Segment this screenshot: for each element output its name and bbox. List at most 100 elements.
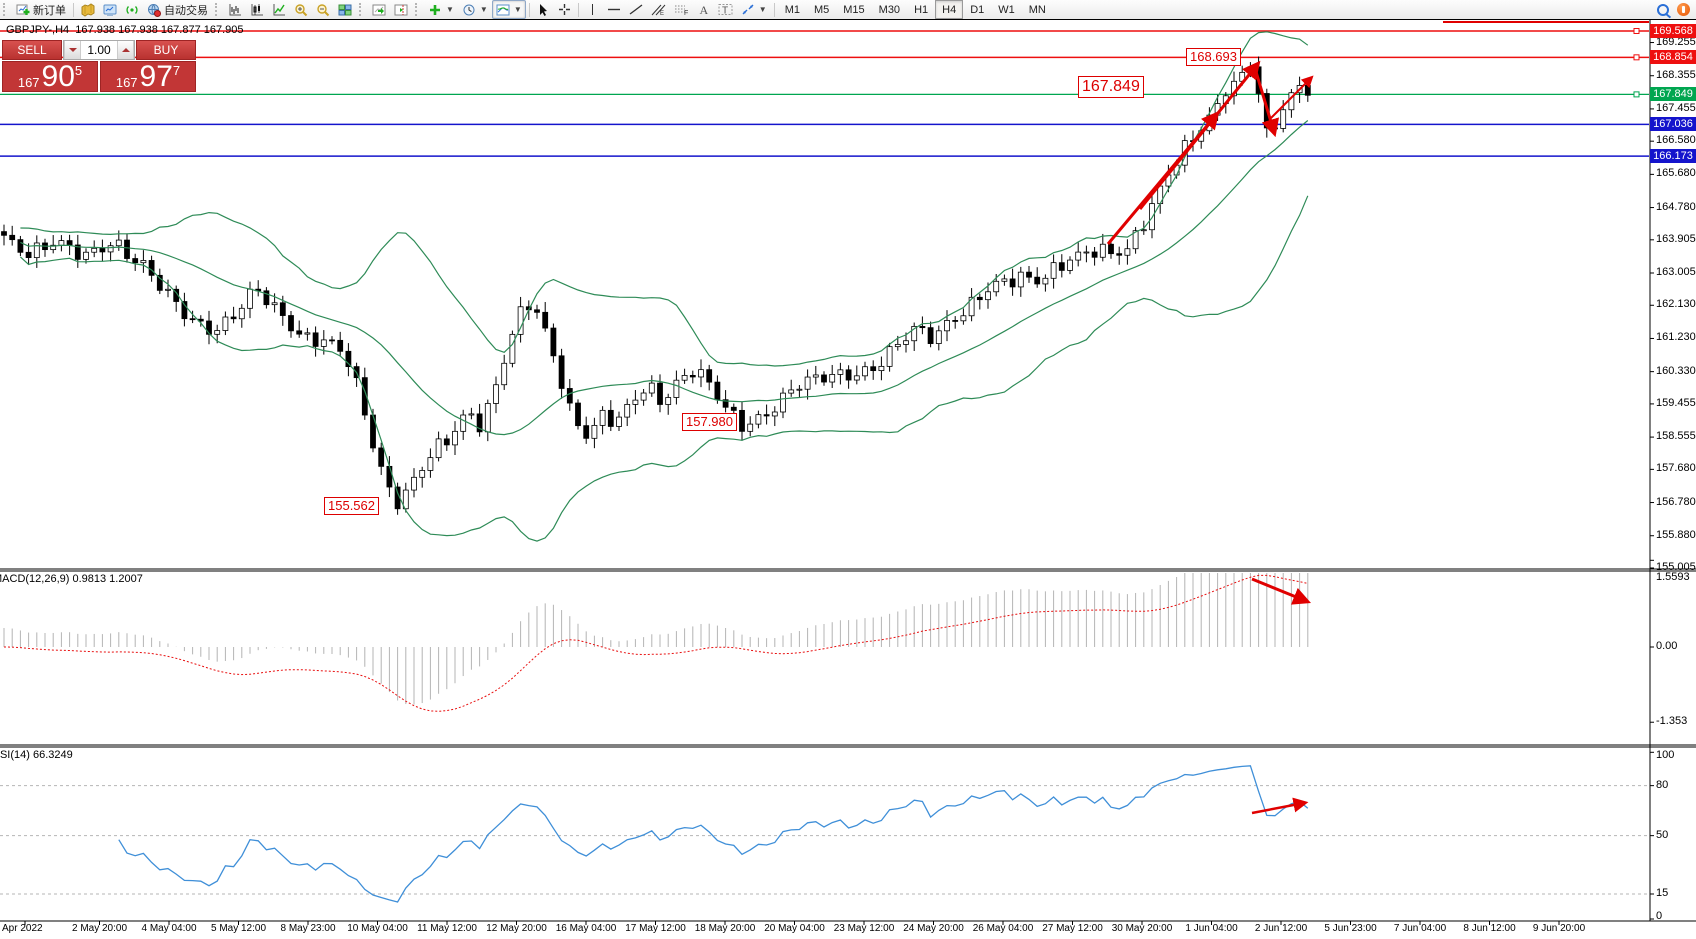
price-tick-label: 155.005 [1656,560,1696,573]
line-handle[interactable] [1633,54,1640,61]
candle-body [853,375,860,381]
zoom-in-button[interactable] [290,0,312,19]
add-indicator-button[interactable]: ▼ [424,0,458,19]
trend-arrow[interactable] [1251,797,1309,815]
candle-body [796,388,803,391]
price-annotation-155.562[interactable]: 155.562 [324,497,379,516]
fibonacci-button[interactable]: F [670,0,693,19]
timeframe-M5[interactable]: M5 [813,3,830,16]
trend-arrow[interactable] [1138,60,1261,210]
price-badge-166.173: 166.173 [1650,149,1696,164]
sell-button[interactable]: SELL [2,40,62,60]
trendline-button[interactable] [625,0,647,19]
timeframe-M15[interactable]: M15 [843,3,865,16]
auto-scroll-button[interactable] [368,0,390,19]
line-handle[interactable] [1633,91,1640,98]
candle-body [706,369,713,383]
timeframe-MN[interactable]: MN [1028,3,1046,16]
autotrading-button[interactable]: 自动交易 [143,0,212,19]
trend-arrow[interactable] [1251,577,1312,605]
tile-windows-button[interactable] [334,0,356,19]
chart-shift-icon [394,4,408,15]
chart-shift-button[interactable] [390,0,412,19]
candle-body [91,247,98,253]
candle-body [730,406,737,411]
chart-canvas[interactable] [0,20,1696,939]
bollinger-middle-band[interactable] [20,120,1309,436]
candle-body [1026,271,1032,278]
price-annotation-168.693[interactable]: 168.693 [1186,48,1241,67]
vertical-line-button[interactable] [582,0,603,19]
volume-input[interactable] [81,41,117,59]
candle-body [1058,262,1065,271]
trend-arrow[interactable] [1270,75,1314,119]
timeframe-M30[interactable]: M30 [878,3,901,16]
sell-price[interactable]: 167 90 5 [2,61,98,92]
buy-price[interactable]: 167 97 7 [100,61,196,92]
buy-price-prefix: 167 [115,75,138,90]
dropdown-arrow-icon: ▼ [479,5,488,14]
periods-button[interactable]: ▼ [458,0,492,19]
candle-body [771,411,778,417]
timeframe-W1[interactable]: W1 [998,3,1015,16]
horizontal-line-button[interactable] [603,0,625,19]
new-order-button[interactable]: 新订单 [12,0,70,19]
candle-body [894,343,901,348]
timeframe-H4[interactable]: H4 [935,0,964,19]
line-handle[interactable] [1633,28,1640,34]
bar-chart-button[interactable] [224,0,246,19]
symbol-info: GBPJPY-,H4 167.938 167.938 167.877 167.9… [6,24,244,36]
candle-body [1280,109,1287,129]
price-badge-167.036: 167.036 [1650,117,1696,132]
text-button[interactable]: A [693,0,714,19]
macd-signal-line[interactable] [3,574,1308,712]
candle-body [99,247,106,253]
volume-increase-button[interactable] [117,41,134,59]
date-label: 4 May 04:00 [141,923,197,934]
market-watch-button[interactable] [99,0,121,19]
candle-body [583,425,590,439]
candle-body [320,339,327,347]
candle-body [132,258,139,264]
volume-decrease-button[interactable] [64,41,81,59]
trend-arrow[interactable] [1252,64,1280,138]
bar-chart-icon [229,3,241,15]
cursor-button[interactable] [533,0,554,19]
timeframe-H1[interactable]: H1 [914,3,929,16]
candle-body [1304,85,1311,96]
price-annotation-157.980[interactable]: 157.980 [682,413,737,432]
price-annotation-167.849[interactable]: 167.849 [1078,76,1144,98]
date-label: 26 May 04:00 [972,923,1034,934]
channel-button[interactable]: E [647,0,670,19]
candle-body [74,244,81,260]
label-button[interactable]: T [714,0,737,19]
arrows-button[interactable]: ▼ [737,0,771,19]
signals-button[interactable] [121,0,143,19]
tile-windows-icon [338,4,352,15]
profiles-icon [81,2,95,17]
crosshair-button[interactable] [554,0,575,19]
candle-body [124,239,130,259]
profiles-button[interactable] [77,0,99,19]
candle-body [443,438,450,446]
zoom-out-button[interactable] [312,0,334,19]
zoom-in-icon [295,3,308,16]
timeframe-M1[interactable]: M1 [784,3,800,16]
candle-body [985,291,991,301]
bollinger-lower-band[interactable] [19,195,1309,542]
search-icon[interactable] [1657,3,1669,16]
rsi-line[interactable] [118,765,1309,903]
bollinger-upper-band[interactable] [20,31,1309,367]
candle-body [698,369,704,378]
timeframe-D1[interactable]: D1 [970,3,985,16]
date-label: 11 May 12:00 [417,923,477,934]
notifications-icon[interactable] [1677,3,1690,16]
buy-button[interactable]: BUY [136,40,196,60]
line-chart-button[interactable] [268,0,290,19]
toolbar-grip[interactable] [3,3,8,16]
candlestick-chart-button[interactable] [246,0,268,19]
candle-body [739,409,745,432]
templates-icon [496,4,510,15]
templates-button[interactable]: ▼ [491,0,526,19]
